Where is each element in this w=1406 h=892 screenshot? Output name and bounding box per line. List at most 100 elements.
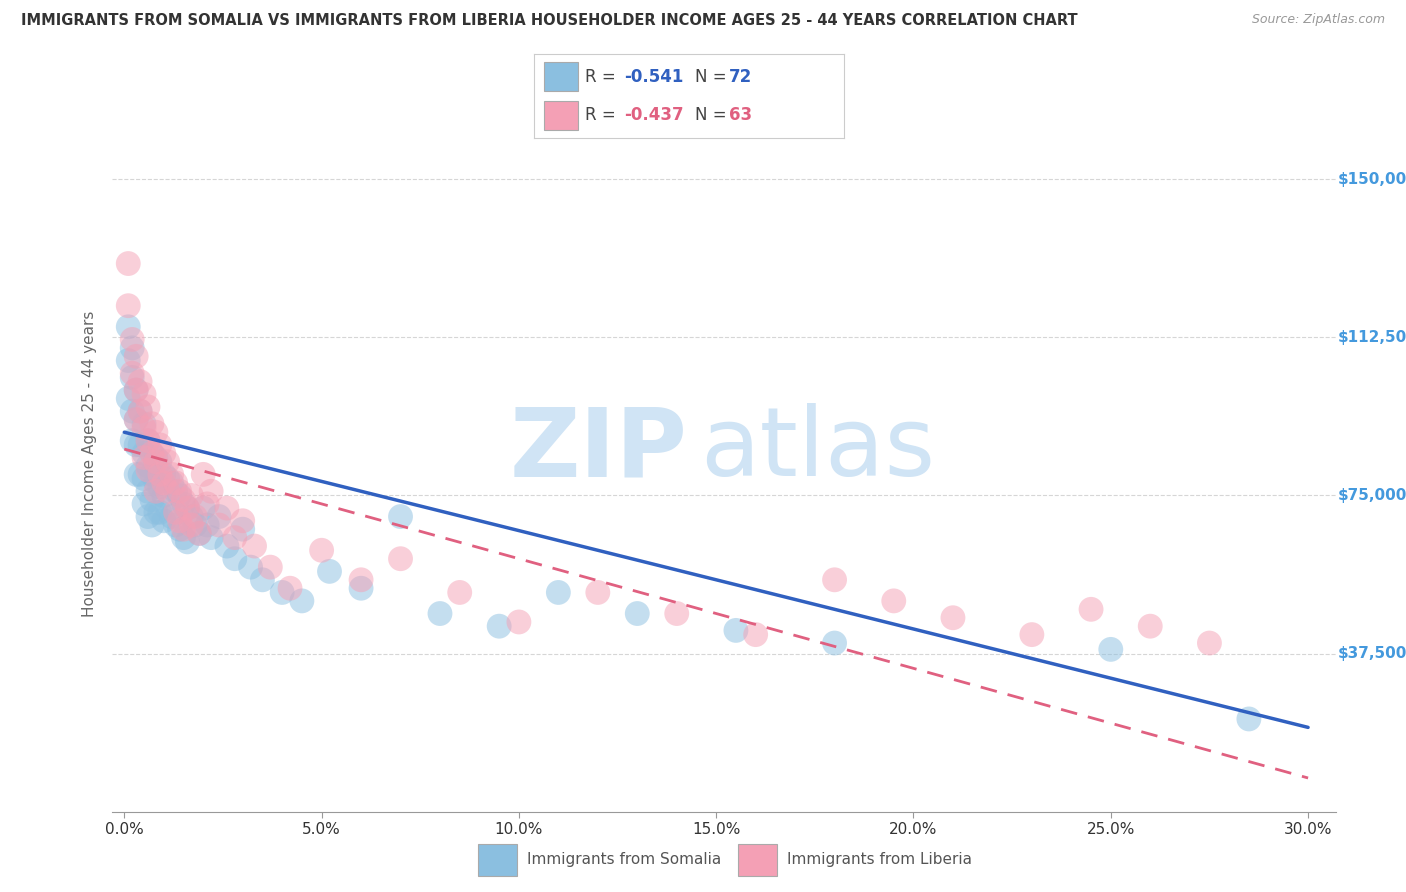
Point [117, 392, 139, 406]
Bar [544, 101, 578, 130]
Point [129, 404, 152, 418]
Point [193, 467, 215, 482]
Point [125, 349, 148, 363]
Point [145, 450, 167, 465]
Point [180, 518, 202, 533]
Point [165, 484, 187, 499]
Point [173, 497, 195, 511]
Point [1198, 636, 1220, 650]
Point [252, 573, 274, 587]
Point [149, 467, 172, 482]
Point [942, 611, 965, 625]
Point [165, 505, 187, 519]
Point [125, 438, 148, 452]
Point [195, 518, 218, 533]
Point [145, 505, 167, 519]
Text: $75,000: $75,000 [1339, 488, 1406, 503]
Point [132, 446, 155, 460]
Point [141, 492, 163, 507]
Point [311, 543, 333, 558]
Point [141, 518, 163, 533]
Point [626, 607, 648, 621]
Point [173, 522, 195, 536]
Point [824, 573, 846, 587]
Point [350, 581, 373, 595]
Point [215, 501, 238, 516]
Point [318, 565, 340, 579]
Point [165, 475, 187, 490]
Point [136, 484, 159, 499]
Point [429, 607, 451, 621]
Point [145, 455, 167, 469]
Point [176, 501, 198, 516]
Point [156, 472, 179, 486]
Point [232, 522, 254, 536]
Point [145, 484, 167, 499]
Point [350, 573, 373, 587]
Point [389, 551, 412, 566]
Point [176, 501, 198, 516]
Point [488, 619, 510, 633]
Point [1021, 627, 1043, 641]
Point [121, 434, 143, 448]
Point [200, 531, 222, 545]
Text: atlas: atlas [700, 403, 935, 497]
Point [132, 472, 155, 486]
Text: R =: R = [585, 68, 621, 86]
Point [149, 480, 172, 494]
Point [449, 585, 471, 599]
Point [145, 475, 167, 490]
Point [547, 585, 569, 599]
Y-axis label: Householder Income Ages 25 - 44 years: Householder Income Ages 25 - 44 years [82, 310, 97, 617]
Point [239, 560, 262, 574]
Point [180, 509, 202, 524]
Point [208, 518, 231, 533]
Point [136, 509, 159, 524]
Point [129, 375, 152, 389]
Point [291, 594, 314, 608]
Text: Immigrants from Liberia: Immigrants from Liberia [787, 852, 973, 867]
Point [169, 488, 191, 502]
Bar [478, 844, 517, 876]
Point [141, 467, 163, 482]
Text: 63: 63 [730, 106, 752, 124]
Point [184, 518, 207, 533]
Point [152, 514, 174, 528]
Point [824, 636, 846, 650]
Point [152, 488, 174, 502]
Point [744, 627, 766, 641]
Point [173, 531, 195, 545]
Point [132, 417, 155, 431]
Point [149, 438, 172, 452]
Point [173, 492, 195, 507]
Point [169, 522, 191, 536]
Text: R =: R = [585, 106, 621, 124]
Text: -0.541: -0.541 [624, 68, 683, 86]
Point [883, 594, 905, 608]
Point [149, 455, 172, 469]
Text: $112,500: $112,500 [1339, 330, 1406, 345]
Point [278, 581, 301, 595]
Point [165, 518, 187, 533]
Point [224, 531, 246, 545]
Point [125, 412, 148, 426]
Point [259, 560, 281, 574]
Point [1139, 619, 1161, 633]
Point [156, 484, 179, 499]
Point [200, 484, 222, 499]
Point [152, 475, 174, 490]
Point [129, 467, 152, 482]
Point [389, 509, 412, 524]
Point [243, 539, 266, 553]
Point [224, 551, 246, 566]
Point [508, 615, 530, 629]
Point [195, 497, 218, 511]
Point [1080, 602, 1102, 616]
Text: IMMIGRANTS FROM SOMALIA VS IMMIGRANTS FROM LIBERIA HOUSEHOLDER INCOME AGES 25 - : IMMIGRANTS FROM SOMALIA VS IMMIGRANTS FR… [21, 13, 1078, 29]
Point [117, 319, 139, 334]
Point [724, 624, 747, 638]
Point [129, 438, 152, 452]
Point [132, 421, 155, 435]
Point [121, 370, 143, 384]
Text: N =: N = [695, 106, 733, 124]
